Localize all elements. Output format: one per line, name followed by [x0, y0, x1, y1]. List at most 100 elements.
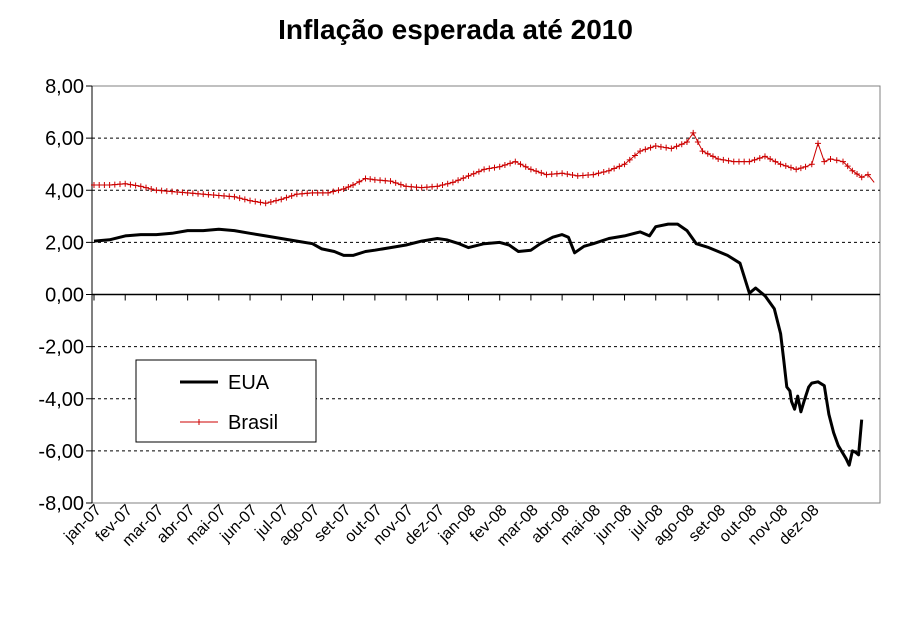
point-marker [553, 170, 560, 177]
point-marker [538, 169, 545, 176]
point-marker [751, 156, 758, 163]
point-marker [626, 156, 633, 163]
point-marker [772, 158, 779, 165]
point-marker [148, 185, 155, 192]
point-marker [382, 177, 389, 184]
point-marker [741, 158, 748, 165]
point-marker [340, 185, 347, 192]
point-marker [595, 170, 602, 177]
point-marker [174, 188, 181, 195]
point-marker [314, 189, 321, 196]
point-marker [507, 160, 514, 167]
point-marker [548, 171, 555, 178]
point-marker [122, 180, 129, 187]
point-marker [226, 193, 233, 200]
point-marker [481, 166, 488, 173]
point-marker [189, 190, 196, 197]
point-marker [720, 156, 727, 163]
point-marker [709, 153, 716, 160]
point-marker [839, 158, 846, 165]
point-marker [143, 184, 150, 191]
point-marker [210, 192, 217, 199]
point-marker [616, 163, 623, 170]
point-marker [652, 142, 659, 149]
point-marker [517, 161, 524, 168]
point-marker [849, 167, 856, 174]
point-marker [163, 188, 170, 195]
point-marker [96, 182, 103, 189]
point-marker [293, 191, 300, 198]
point-marker [444, 180, 451, 187]
point-marker [335, 187, 342, 194]
point-marker [429, 183, 436, 190]
point-marker [434, 183, 441, 190]
point-marker [631, 152, 638, 159]
point-marker [241, 196, 248, 203]
point-marker [465, 172, 472, 179]
point-marker [777, 161, 784, 168]
point-marker [657, 143, 664, 150]
point-marker [283, 194, 290, 201]
y-tick-label: -2,00 [38, 337, 84, 359]
point-marker [439, 182, 446, 189]
point-marker [637, 148, 644, 155]
point-marker [117, 181, 124, 188]
point-marker [200, 191, 207, 198]
point-marker [236, 195, 243, 202]
point-marker [247, 197, 254, 204]
y-tick-label: -6,00 [38, 441, 84, 463]
point-marker [694, 139, 701, 146]
legend-label: Brasil [228, 412, 278, 434]
y-tick-label: 2,00 [45, 232, 84, 254]
point-marker [579, 172, 586, 179]
point-marker [257, 199, 264, 206]
chart-title: Inflação esperada até 2010 [278, 14, 633, 45]
point-marker [756, 155, 763, 162]
point-marker [621, 161, 628, 168]
point-marker [574, 172, 581, 179]
point-marker [683, 139, 690, 146]
point-marker [673, 143, 680, 150]
point-marker [533, 168, 540, 175]
point-marker [179, 189, 186, 196]
point-marker [153, 187, 160, 194]
point-marker [356, 178, 363, 185]
point-marker [362, 175, 369, 182]
point-marker [704, 150, 711, 157]
point-marker [387, 178, 394, 185]
point-marker [690, 129, 697, 136]
point-marker [278, 196, 285, 203]
point-marker [522, 163, 529, 170]
point-marker [408, 183, 415, 190]
point-marker [475, 168, 482, 175]
point-marker [392, 179, 399, 186]
point-marker [699, 148, 706, 155]
point-marker [808, 161, 815, 168]
point-marker [106, 182, 113, 189]
point-marker [397, 181, 404, 188]
point-marker [252, 198, 259, 205]
point-marker [418, 184, 425, 191]
point-marker [833, 157, 840, 164]
point-marker [345, 183, 352, 190]
series-line-eua [93, 222, 864, 467]
point-marker [564, 171, 571, 178]
point-marker [184, 189, 191, 196]
point-marker [787, 164, 794, 171]
point-marker [668, 145, 675, 152]
point-marker [319, 189, 326, 196]
point-marker [91, 182, 97, 189]
point-marker [371, 176, 378, 183]
point-marker [496, 163, 503, 170]
point-marker [325, 189, 332, 196]
point-marker [288, 192, 295, 199]
point-marker [491, 164, 498, 171]
point-marker [403, 183, 410, 190]
y-tick-label: 8,00 [45, 76, 84, 98]
point-marker [205, 191, 212, 198]
point-marker [605, 167, 612, 174]
point-marker [746, 158, 753, 165]
point-marker [600, 169, 607, 176]
point-marker [169, 188, 176, 195]
